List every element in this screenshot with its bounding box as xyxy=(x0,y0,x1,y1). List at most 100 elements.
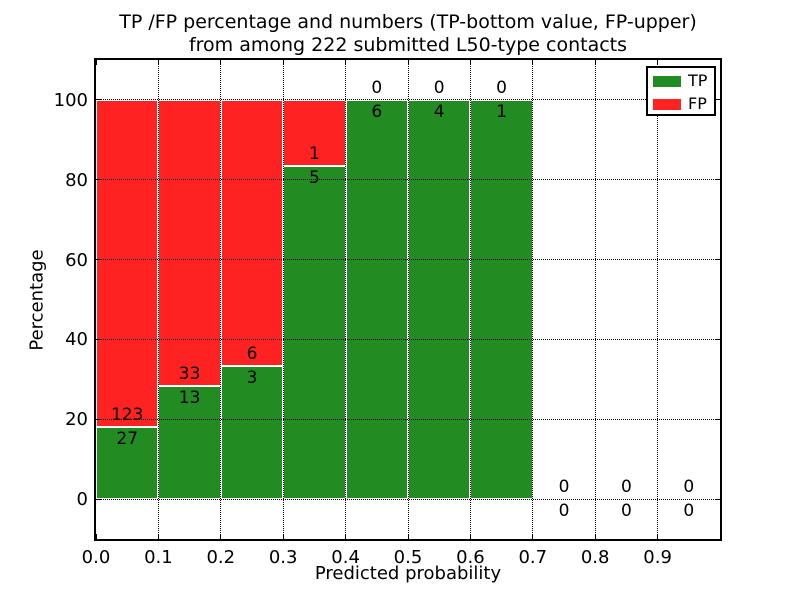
x-tick-top xyxy=(657,60,659,65)
x-tick-bottom xyxy=(469,534,471,539)
tp-bar-segment xyxy=(96,427,159,500)
x-gridline xyxy=(407,60,409,539)
y-tick-left xyxy=(96,259,101,261)
chart-title-line2: from among 222 submitted L50-type contac… xyxy=(188,34,628,56)
legend-swatch-fp xyxy=(653,98,681,110)
x-tick-label: 0.6 xyxy=(456,547,485,568)
x-tick-label: 0.7 xyxy=(518,547,548,568)
x-tick-label: 0.8 xyxy=(580,547,610,568)
x-tick-label: 0.4 xyxy=(331,547,360,568)
legend-label-fp: FP xyxy=(688,94,707,113)
y-tick-right xyxy=(715,338,720,340)
fp-count-label: 33 xyxy=(178,364,201,385)
x-tick-bottom xyxy=(157,534,159,539)
x-tick-bottom xyxy=(407,534,409,539)
x-axis-label: Predicted probability xyxy=(314,563,502,584)
x-tick-label: 0.2 xyxy=(206,547,236,568)
x-tick-bottom xyxy=(95,534,97,539)
y-tick-right xyxy=(715,99,720,101)
fp-count-label: 0 xyxy=(433,77,445,98)
x-tick-bottom xyxy=(532,534,534,539)
x-tick-label: 0.3 xyxy=(268,547,298,568)
tp-bar-segment xyxy=(470,99,533,500)
y-gridline xyxy=(96,498,720,500)
fp-bar-segment xyxy=(96,99,159,428)
x-gridline xyxy=(594,60,596,539)
fp-count-label: 0 xyxy=(371,77,383,98)
y-tick-left xyxy=(96,179,101,181)
tp-count-label: 27 xyxy=(116,429,139,450)
fp-count-label: 1 xyxy=(308,144,320,165)
tp-count-label: 13 xyxy=(178,388,201,409)
x-tick-top xyxy=(157,60,159,65)
x-tick-top xyxy=(95,60,97,65)
fp-count-label: 0 xyxy=(496,77,507,98)
x-gridline xyxy=(220,60,222,539)
fp-bar-segment xyxy=(220,99,284,367)
x-tick-bottom xyxy=(220,534,222,539)
x-tick-bottom xyxy=(594,534,596,539)
y-gridline xyxy=(96,338,720,340)
fp-count-label: 0 xyxy=(683,477,695,498)
legend-label-tp: TP xyxy=(688,71,708,90)
x-tick-label: 0.9 xyxy=(643,547,672,568)
fp-count-label: 123 xyxy=(110,405,144,426)
y-tick-label: 80 xyxy=(65,169,88,191)
fp-count-label: 0 xyxy=(558,477,570,498)
legend-item-fp: FP xyxy=(653,94,714,114)
y-tick-right xyxy=(715,418,720,420)
y-tick-right xyxy=(715,259,720,261)
tp-bar-segment xyxy=(408,99,471,500)
fp-bar-segment xyxy=(283,99,346,167)
x-tick-top xyxy=(532,60,534,65)
tp-count-label: 4 xyxy=(433,101,445,122)
y-tick-label: 60 xyxy=(65,249,88,271)
x-tick-bottom xyxy=(657,534,659,539)
fp-count-label: 6 xyxy=(246,344,258,365)
chart-title: TP /FP percentage and numbers (TP-bottom… xyxy=(70,11,746,57)
tp-bar-segment xyxy=(345,99,408,500)
y-tick-label: 0 xyxy=(76,489,88,511)
tp-count-label: 6 xyxy=(371,101,383,122)
fp-bar-segment xyxy=(158,99,221,387)
tp-count-label: 5 xyxy=(308,168,320,189)
x-gridline xyxy=(345,60,347,539)
chart-title-line1: TP /FP percentage and numbers (TP-bottom… xyxy=(119,11,697,33)
y-tick-label: 100 xyxy=(53,89,88,111)
x-tick-bottom xyxy=(282,534,284,539)
y-tick-left xyxy=(96,418,101,420)
plot-area: 123 27 33 13 6 3 1 5 0 6 0 4 0 1 0 0 0 0 0 0 xyxy=(94,58,722,541)
tp-count-label: 0 xyxy=(683,501,695,522)
legend-item-tp: TP xyxy=(653,71,714,91)
x-gridline xyxy=(657,60,659,539)
y-gridline xyxy=(96,99,720,101)
legend: TP FP xyxy=(646,66,716,116)
tp-bar-segment xyxy=(220,366,284,500)
legend-swatch-tp xyxy=(653,75,681,87)
fp-count-label: 0 xyxy=(620,477,632,498)
x-tick-top xyxy=(469,60,471,65)
y-tick-label: 40 xyxy=(65,329,88,351)
x-tick-label: 0.0 xyxy=(81,547,111,568)
y-gridline xyxy=(96,259,720,261)
y-gridline xyxy=(96,418,720,420)
tp-count-label: 3 xyxy=(246,368,258,389)
x-tick-top xyxy=(594,60,596,65)
y-gridline xyxy=(96,179,720,181)
tp-bar-segment xyxy=(158,386,221,500)
x-gridline xyxy=(532,60,534,539)
x-gridline xyxy=(282,60,284,539)
x-tick-top xyxy=(345,60,347,65)
x-gridline xyxy=(157,60,159,539)
y-tick-left xyxy=(96,99,101,101)
x-tick-top xyxy=(282,60,284,65)
tp-count-label: 0 xyxy=(558,501,570,522)
tp-count-label: 0 xyxy=(620,501,632,522)
tp-count-label: 1 xyxy=(496,101,507,122)
y-tick-left xyxy=(96,338,101,340)
y-tick-right xyxy=(715,179,720,181)
x-tick-bottom xyxy=(345,534,347,539)
x-gridline xyxy=(469,60,471,539)
x-tick-top xyxy=(220,60,222,65)
